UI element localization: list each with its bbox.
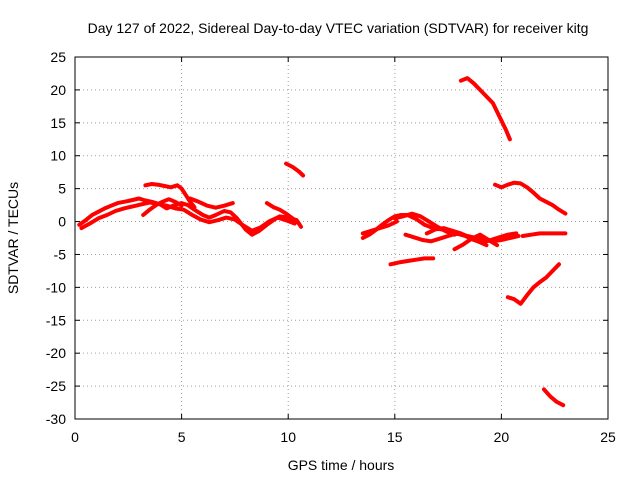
series-track-18 [505, 262, 561, 306]
series-track-12 [424, 226, 489, 248]
series-track-17 [493, 180, 568, 216]
y-tick-label: -10 [46, 279, 66, 295]
axis-ticks [74, 56, 609, 420]
x-tick-label: 20 [494, 429, 510, 445]
x-tick-label: 25 [600, 429, 616, 445]
x-tick-label: 15 [387, 429, 403, 445]
y-tick-label: -20 [46, 345, 66, 361]
y-tick-label: 10 [50, 148, 66, 164]
plot-frame [74, 56, 609, 420]
series-track-14 [388, 256, 436, 267]
series-track-15 [520, 231, 568, 238]
y-tick-label: 20 [50, 82, 66, 98]
y-axis-label: SDTVAR / TECUs [5, 182, 21, 294]
y-tick-label: -30 [46, 411, 66, 427]
grid [75, 57, 608, 419]
y-tick-label: 5 [58, 181, 66, 197]
chart-title: Day 127 of 2022, Sidereal Day-to-day VTE… [88, 20, 589, 36]
y-tick-label: 15 [50, 115, 66, 131]
y-tick-label: 0 [58, 214, 66, 230]
x-axis-label: GPS time / hours [288, 457, 395, 473]
y-tick-label: 25 [50, 49, 66, 65]
series-track-6 [264, 201, 301, 226]
series-track-5 [188, 196, 235, 210]
series-track-19 [542, 387, 566, 408]
y-tick-label: -15 [46, 312, 66, 328]
series-track-10 [392, 211, 457, 237]
series-track-13 [452, 232, 500, 252]
y-tick-label: -25 [46, 378, 66, 394]
x-tick-label: 5 [178, 429, 186, 445]
series-track-3 [79, 200, 297, 233]
series-track-16 [458, 76, 512, 142]
series-track-9 [360, 219, 399, 236]
y-tick-labels: -30 -25 -20 -15 -10 -5 0 5 10 15 20 25 [46, 49, 66, 427]
data-series [77, 76, 568, 408]
series-track-4 [141, 197, 184, 217]
series-track-2 [143, 182, 197, 210]
series-track-7 [284, 161, 306, 178]
x-tick-label: 10 [280, 429, 296, 445]
x-tick-label: 0 [71, 429, 79, 445]
x-tick-labels: 0 5 10 15 20 25 [71, 429, 616, 445]
y-tick-label: -5 [54, 246, 67, 262]
